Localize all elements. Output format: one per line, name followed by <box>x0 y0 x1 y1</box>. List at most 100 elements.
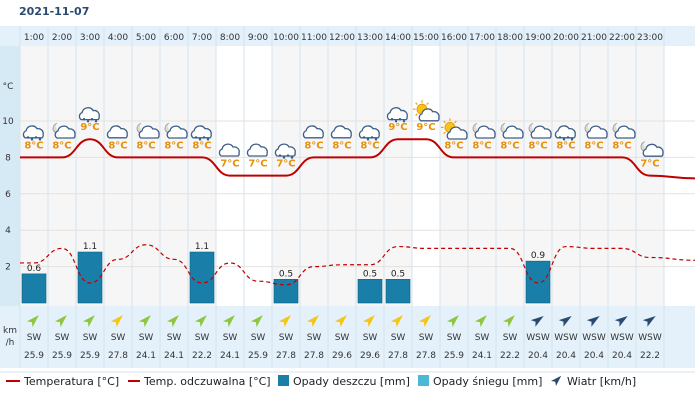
cloud-shape <box>386 107 408 121</box>
rain-drop <box>402 120 406 123</box>
rain-drop <box>394 120 398 123</box>
wind-arrow-shape <box>558 315 572 327</box>
wind-arrow-icon <box>110 315 123 328</box>
y-tick-label: 10 <box>2 117 14 127</box>
rain-drop <box>570 138 574 141</box>
hour-label: 13:00 <box>357 33 383 43</box>
temp-axis-panel <box>0 46 20 306</box>
temperature-label: 7°C <box>248 159 267 170</box>
cloud-shape <box>218 143 240 157</box>
feels-like-line <box>20 244 695 286</box>
cloud-shape <box>246 143 268 157</box>
wind-speed: 27.8 <box>304 351 324 361</box>
temperature-label: 8°C <box>52 140 71 151</box>
cloud-shape <box>446 126 468 140</box>
wind-speed: 24.1 <box>136 351 156 361</box>
rain-drop <box>202 136 206 139</box>
hour-label: 21:00 <box>581 33 607 43</box>
hour-label: 7:00 <box>192 33 212 43</box>
hour-label: 19:00 <box>525 33 551 43</box>
cloud-shape <box>302 125 324 139</box>
rain-label: 0.5 <box>391 269 405 279</box>
wind-direction: WSW <box>526 333 550 343</box>
wind-speed: 27.8 <box>108 351 128 361</box>
wind-direction: SW <box>475 333 490 343</box>
legend-wind-shape <box>550 375 562 387</box>
wind-arrow-shape <box>194 315 207 328</box>
wind-arrow-shape <box>278 315 291 328</box>
temperature-label: 8°C <box>556 140 575 151</box>
cloudy-night-icon <box>528 122 552 139</box>
temperature-label: 8°C <box>500 140 519 151</box>
cloudy-night-icon <box>640 140 664 157</box>
cloudy-night-icon <box>584 122 608 139</box>
cloud-icon <box>330 125 352 139</box>
hour-label: 5:00 <box>136 33 156 43</box>
wind-speed: 22.2 <box>640 351 660 361</box>
wind-direction: SW <box>55 333 70 343</box>
rain-cloud-icon <box>386 107 408 123</box>
cloudy-night-icon <box>136 122 160 139</box>
cloud-shape <box>418 108 440 122</box>
rain-label: 0.6 <box>27 264 42 274</box>
wind-arrow-shape <box>418 315 431 328</box>
cloud-icon <box>246 143 268 157</box>
hour-label: 17:00 <box>469 33 495 43</box>
hour-label: 20:00 <box>553 33 579 43</box>
temperature-label: 8°C <box>472 140 491 151</box>
rain-drop <box>34 136 38 139</box>
wind-arrow-shape <box>110 315 123 328</box>
wind-arrow-icon <box>334 315 347 328</box>
wind-direction: WSW <box>554 333 578 343</box>
column-shade <box>412 46 440 306</box>
rain-drop <box>374 138 378 141</box>
cloudy-night-icon <box>612 122 636 139</box>
wind-arrow-icon <box>502 315 515 328</box>
wind-arrow-shape <box>306 315 319 328</box>
wind-arrow-shape <box>222 315 235 328</box>
wind-direction: SW <box>419 333 434 343</box>
wind-arrow-shape <box>26 315 39 328</box>
cloudy-night-icon <box>164 122 188 139</box>
wind-arrow-icon <box>390 315 403 328</box>
temperature-label: 9°C <box>416 122 435 133</box>
rain-drop <box>194 136 198 139</box>
cloud-shape <box>22 125 44 139</box>
temperature-line <box>20 138 695 180</box>
wind-direction: SW <box>279 333 294 343</box>
rain-bar <box>189 251 215 304</box>
wind-arrow-icon <box>250 315 263 328</box>
wind-speed: 27.8 <box>388 351 408 361</box>
temperature-label: 8°C <box>612 140 631 151</box>
wind-direction: SW <box>27 333 42 343</box>
hour-label: 15:00 <box>413 33 439 43</box>
y-tick-label: 2 <box>5 263 11 273</box>
rain-drop <box>566 136 570 139</box>
rain-drop <box>562 138 566 141</box>
rain-drop <box>82 118 86 121</box>
wind-speed: 24.1 <box>472 351 492 361</box>
rain-drop <box>86 120 90 123</box>
wind-arrow-shape <box>474 315 487 328</box>
temperature-label: 7°C <box>220 159 239 170</box>
legend-snow-swatch <box>418 375 429 386</box>
wind-speed: 29.6 <box>360 351 380 361</box>
rain-bar <box>357 279 383 304</box>
rain-drop <box>398 118 402 121</box>
wind-direction: WSW <box>582 333 606 343</box>
wind-direction: WSW <box>638 333 662 343</box>
temperature-label: 8°C <box>136 140 155 151</box>
hour-label: 1:00 <box>24 33 44 43</box>
rain-cloud-icon <box>274 143 296 159</box>
wind-speed: 25.9 <box>444 351 464 361</box>
sun-ray <box>415 113 418 116</box>
wind-speed: 22.2 <box>192 351 212 361</box>
hour-label: 4:00 <box>108 33 128 43</box>
rain-drop <box>366 138 370 141</box>
legend-rain: Opady deszczu [mm] <box>293 375 410 388</box>
rain-label: 1.1 <box>195 242 209 252</box>
hour-label: 11:00 <box>301 33 327 43</box>
wind-speed: 25.9 <box>24 351 44 361</box>
y-tick-label: 4 <box>5 226 11 236</box>
wind-arrow-icon <box>82 315 95 328</box>
